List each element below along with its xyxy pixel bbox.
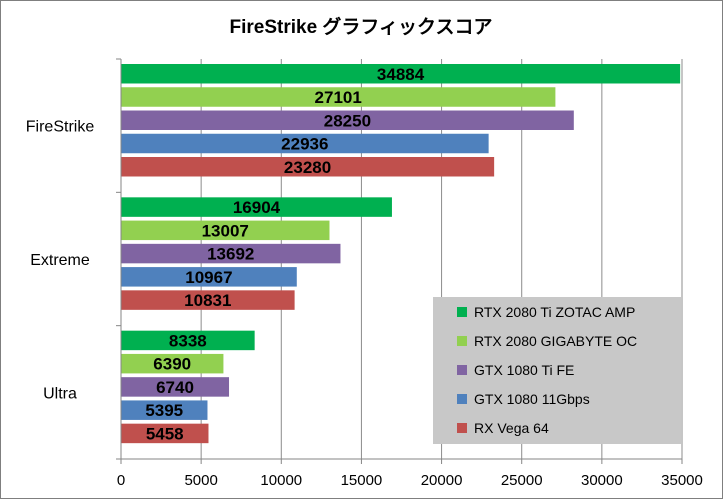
bar bbox=[121, 330, 255, 351]
legend-swatch bbox=[457, 336, 467, 346]
x-tick-label: 25000 bbox=[501, 472, 543, 489]
legend-label: RX Vega 64 bbox=[474, 420, 549, 436]
bar bbox=[121, 290, 295, 310]
bar bbox=[121, 243, 341, 264]
bar bbox=[121, 133, 489, 154]
x-tick-label: 35000 bbox=[661, 472, 703, 489]
bar bbox=[121, 157, 495, 177]
x-tick-label: 10000 bbox=[260, 472, 302, 489]
legend-swatch bbox=[457, 394, 467, 404]
data-label: 13692 bbox=[207, 245, 254, 264]
category-label: Ultra bbox=[43, 385, 77, 402]
legend: RTX 2080 Ti ZOTAC AMP RTX 2080 GIGABYTE O… bbox=[433, 297, 681, 444]
legend-swatch bbox=[457, 307, 467, 317]
data-label: 5395 bbox=[145, 401, 183, 420]
data-label: 28250 bbox=[324, 111, 371, 130]
x-tick-label: 15000 bbox=[341, 472, 383, 489]
category-label: Extreme bbox=[30, 252, 90, 269]
legend-swatch bbox=[457, 423, 467, 433]
data-label: 8338 bbox=[169, 331, 207, 350]
data-label: 16904 bbox=[233, 198, 281, 217]
data-label: 23280 bbox=[284, 158, 331, 177]
data-label: 34884 bbox=[377, 65, 425, 84]
bar bbox=[121, 423, 209, 444]
legend-swatch bbox=[457, 365, 467, 375]
data-label: 10967 bbox=[185, 268, 232, 287]
bar bbox=[121, 110, 574, 130]
x-tick-label: 30000 bbox=[581, 472, 623, 489]
bar bbox=[121, 220, 330, 241]
bars: 34884 27101 28250 22936 23280 16904 13007 13692… bbox=[121, 64, 681, 444]
data-label: 6740 bbox=[156, 378, 194, 397]
x-tick-label: 5000 bbox=[184, 472, 217, 489]
data-label: 13007 bbox=[202, 221, 249, 240]
data-label: 5458 bbox=[146, 424, 184, 443]
data-label: 6390 bbox=[153, 355, 191, 374]
axes: 0 5000 10000 15000 20000 25000 30000 35000 FireS… bbox=[26, 58, 703, 489]
bar bbox=[121, 400, 208, 420]
category-label: FireStrike bbox=[26, 119, 95, 136]
bar bbox=[121, 377, 230, 397]
bar bbox=[121, 353, 224, 374]
legend-label: GTX 1080 Ti FE bbox=[474, 362, 574, 378]
x-tick-label: 20000 bbox=[421, 472, 463, 489]
legend-label: GTX 1080 11Gbps bbox=[474, 391, 590, 407]
legend-label: RTX 2080 Ti ZOTAC AMP bbox=[474, 304, 635, 320]
legend-label: RTX 2080 GIGABYTE OC bbox=[474, 333, 637, 349]
bar bbox=[121, 87, 556, 107]
data-label: 27101 bbox=[315, 88, 362, 107]
bar bbox=[121, 197, 392, 217]
bar bbox=[121, 267, 297, 287]
data-label: 10831 bbox=[184, 291, 231, 310]
chart-title: FireStrike グラフィックスコア bbox=[230, 15, 493, 38]
bar bbox=[121, 64, 681, 84]
data-label: 22936 bbox=[281, 135, 328, 154]
x-tick-label: 0 bbox=[117, 472, 125, 489]
legend-box bbox=[433, 297, 681, 444]
